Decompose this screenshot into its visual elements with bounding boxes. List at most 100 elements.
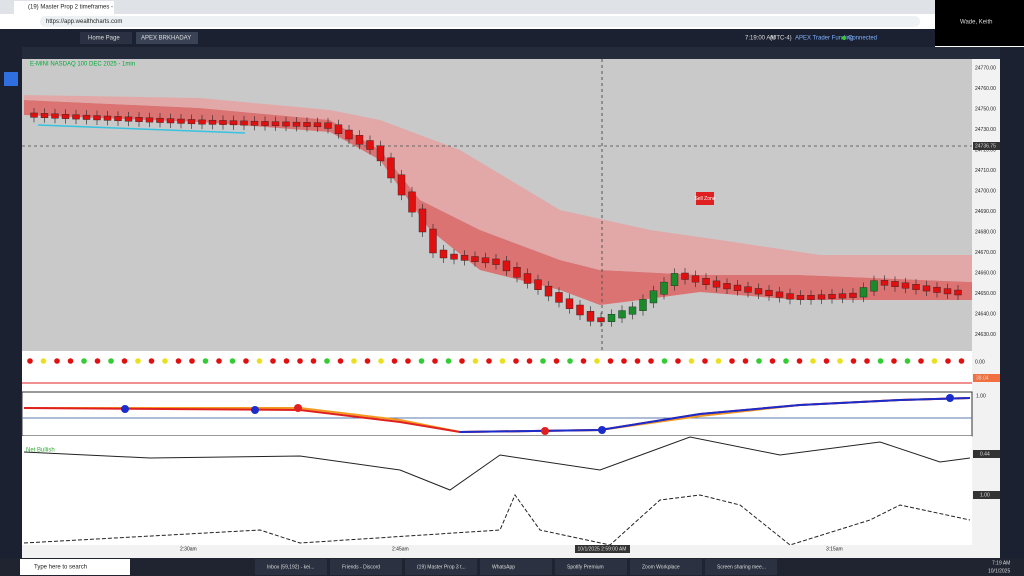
app-tab[interactable] xyxy=(80,32,132,44)
candle-body xyxy=(555,292,563,303)
current-price: 24736.75 xyxy=(975,143,996,149)
candle-body xyxy=(586,311,595,322)
task-date: 10/1/2025 xyxy=(988,568,1010,574)
crosshair-time-tag xyxy=(575,545,630,553)
signal-dot xyxy=(945,358,951,364)
task-item[interactable] xyxy=(405,559,477,575)
wave-pane xyxy=(22,491,972,545)
app-tab-label: APEX BRKHADAY xyxy=(141,36,191,42)
signal-dot xyxy=(40,358,47,364)
candle-body xyxy=(208,119,217,125)
signal-dot xyxy=(499,358,506,364)
candle-body xyxy=(334,124,343,134)
signal-dot xyxy=(94,358,101,364)
candle-body xyxy=(565,298,574,309)
candle-body xyxy=(954,289,962,296)
candle-body xyxy=(30,112,38,118)
signal-dot xyxy=(162,358,168,364)
signal-dot xyxy=(526,358,533,364)
signal-dot xyxy=(108,358,114,364)
candle-body xyxy=(723,283,731,290)
slow-line xyxy=(459,397,971,433)
signal-dot xyxy=(81,358,87,364)
right-sidebar xyxy=(1000,47,1024,558)
signal-dot xyxy=(621,358,627,364)
task-item[interactable] xyxy=(555,559,627,575)
search-box[interactable] xyxy=(20,559,130,575)
price-label: 24690.00 xyxy=(975,209,996,215)
candle-body xyxy=(870,280,878,292)
signal-dot xyxy=(594,358,600,364)
signal-dot xyxy=(54,358,60,364)
candle-body xyxy=(72,114,80,120)
url-field[interactable] xyxy=(40,16,920,27)
signal-dot xyxy=(445,358,452,364)
candle-body xyxy=(628,306,637,315)
signal-dot xyxy=(742,358,749,364)
task-item[interactable] xyxy=(480,559,552,575)
signal-dot xyxy=(607,358,614,364)
candle-body xyxy=(355,135,364,145)
signal-dot xyxy=(553,358,560,364)
bias-pane xyxy=(22,436,972,491)
signal-dot xyxy=(783,358,789,364)
candle-body xyxy=(943,288,952,295)
task-item-label: Zoom Workplace xyxy=(642,564,680,570)
candle-body xyxy=(681,272,689,280)
price-label: 24660.00 xyxy=(975,270,996,276)
signal-dot xyxy=(756,358,762,364)
signal-dot xyxy=(351,358,357,364)
bias-label: Net Bullish xyxy=(26,448,55,454)
task-item[interactable] xyxy=(255,559,327,575)
marker xyxy=(294,404,302,412)
signal-dot xyxy=(27,358,33,364)
signal-dot xyxy=(310,358,317,364)
candle-body xyxy=(639,299,647,311)
candle-body xyxy=(313,122,322,128)
candle-body xyxy=(691,275,700,283)
bias-line xyxy=(23,436,971,491)
task-item[interactable] xyxy=(330,559,402,575)
signal-dot xyxy=(243,358,249,364)
candle-body xyxy=(471,256,479,262)
candle-body xyxy=(649,290,658,304)
status: Connected xyxy=(848,36,877,42)
signal-dot xyxy=(864,358,870,364)
candle-body xyxy=(82,114,91,120)
candle-body xyxy=(450,253,458,260)
candle-body xyxy=(40,113,49,119)
candle-body xyxy=(513,267,521,278)
task-item[interactable] xyxy=(705,559,777,575)
signal-dot xyxy=(567,358,573,364)
signal-dot xyxy=(958,358,965,364)
candle-body xyxy=(712,280,721,288)
signal-dot xyxy=(850,358,857,364)
candle-body xyxy=(618,310,626,319)
time-label: 2:30am xyxy=(180,546,197,552)
left-toolbar xyxy=(0,47,22,558)
candle-body xyxy=(744,286,752,293)
candle-body xyxy=(229,120,238,126)
dots-value: 0.00 xyxy=(975,359,985,365)
account: APEX Trader Funding xyxy=(795,36,853,42)
task-item-label: Friends - Discord xyxy=(342,564,380,570)
signal-dot xyxy=(459,358,465,364)
candle-body xyxy=(775,291,784,298)
price-label: 24760.00 xyxy=(975,86,996,92)
signal-dot xyxy=(877,358,884,364)
signal-dot xyxy=(405,358,411,364)
browser-tab[interactable] xyxy=(14,1,114,14)
candle-body xyxy=(397,174,406,196)
signal-dot xyxy=(175,358,182,364)
candle-body xyxy=(366,140,374,150)
signal-dot xyxy=(675,358,681,364)
bias-value: 0.44 xyxy=(980,451,990,457)
osc-pane xyxy=(22,370,972,392)
add-button[interactable] xyxy=(4,72,18,86)
band-outer xyxy=(24,95,972,282)
signal-dot xyxy=(432,358,438,364)
candle-body xyxy=(922,285,931,292)
signal-dot xyxy=(189,358,195,364)
task-item[interactable] xyxy=(630,559,702,575)
app-tab[interactable] xyxy=(136,32,198,44)
